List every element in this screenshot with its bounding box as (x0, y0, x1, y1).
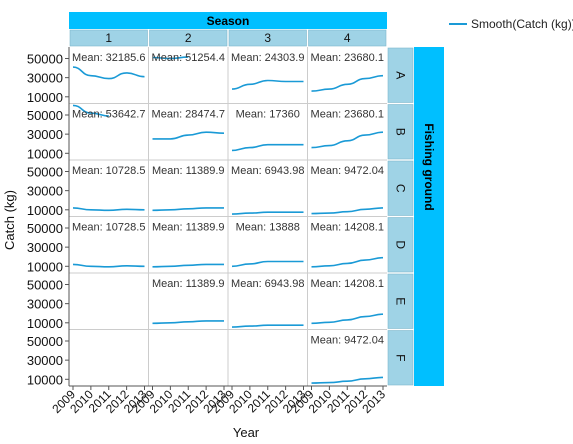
smooth-line-D-1 (72, 263, 145, 268)
y-tick-label: 30000 (27, 353, 63, 368)
y-tick-label: 10000 (27, 203, 63, 218)
ground-label-E: E (394, 297, 408, 305)
mean-label-E-3: Mean: 6943.98 (231, 278, 304, 290)
smooth-line-E-4 (311, 313, 384, 325)
season-label-2: 2 (185, 31, 192, 45)
ground-label-A: A (394, 71, 408, 79)
mean-label-D-4: Mean: 14208.1 (311, 222, 384, 234)
smooth-line-C-3 (231, 211, 304, 215)
mean-label-C-1: Mean: 10728.5 (72, 165, 145, 177)
x-axis-title: Year (233, 425, 260, 440)
legend-label: Smooth(Catch (kg)) (471, 16, 573, 31)
season-title-strip (69, 12, 387, 29)
y-tick-label: 50000 (27, 277, 63, 292)
smooth-line-D-4 (311, 256, 384, 268)
ground-label-C: C (394, 184, 408, 193)
season-strip-3 (228, 29, 307, 47)
y-tick-label: 50000 (27, 221, 63, 236)
mean-label-C-4: Mean: 9472.04 (311, 165, 384, 177)
mean-label-E-4: Mean: 14208.1 (311, 278, 384, 290)
legend-line-swatch (449, 22, 467, 25)
smooth-line-B-1 (72, 104, 109, 117)
y-tick-label: 50000 (27, 334, 63, 349)
smooth-line-D-2 (152, 263, 224, 268)
mean-label-B-2: Mean: 28474.7 (152, 109, 225, 121)
y-tick-label: 30000 (27, 184, 63, 199)
season-strip-1 (69, 29, 148, 47)
smooth-line-E-3 (231, 324, 304, 328)
smooth-line-A-1 (72, 66, 145, 80)
ground-label-F: F (394, 354, 408, 361)
mean-label-A-2: Mean: 51254.4 (152, 52, 225, 64)
season-title: Season (207, 14, 250, 28)
ground-strip-B (387, 104, 414, 160)
mean-label-E-2: Mean: 11389.9 (152, 278, 225, 290)
ground-strip-A (387, 47, 414, 103)
smooth-line-C-4 (311, 207, 384, 215)
y-tick-label: 30000 (27, 127, 63, 142)
season-strip-2 (149, 29, 228, 47)
mean-label-A-3: Mean: 24303.9 (231, 52, 304, 64)
y-tick-label: 10000 (27, 90, 63, 105)
y-tick-label: 30000 (27, 297, 63, 312)
y-tick-label: 50000 (27, 164, 63, 179)
y-tick-label: 50000 (27, 108, 63, 123)
fishing-ground-title: Fishing ground (422, 123, 436, 210)
smooth-line-F-4 (311, 376, 384, 384)
mean-label-D-2: Mean: 11389.9 (152, 222, 225, 234)
ground-strip-E (387, 273, 414, 329)
mean-label-C-2: Mean: 11389.9 (152, 165, 225, 177)
mean-label-B-1: Mean: 53642.7 (72, 109, 145, 121)
fishing-ground-title-strip (414, 47, 444, 386)
ground-strip-F (387, 330, 414, 386)
ground-label-D: D (394, 240, 408, 249)
smooth-line-A-3 (231, 79, 304, 90)
mean-label-C-3: Mean: 6943.98 (231, 165, 304, 177)
mean-label-A-1: Mean: 32185.6 (72, 52, 145, 64)
y-tick-label: 50000 (27, 51, 63, 66)
y-tick-label: 10000 (27, 316, 63, 331)
ground-strip-C (387, 160, 414, 216)
smooth-line-C-2 (152, 207, 224, 212)
y-tick-label: 10000 (27, 259, 63, 274)
ground-label-B: B (394, 128, 408, 136)
y-tick-label: 10000 (27, 146, 63, 161)
smooth-line-B-2 (152, 131, 225, 140)
y-tick-label: 10000 (27, 372, 63, 387)
smooth-line-E-2 (152, 320, 224, 325)
y-axis-title: Catch (kg) (2, 190, 17, 250)
smooth-line-A-4 (311, 74, 384, 92)
season-label-3: 3 (264, 31, 271, 45)
mean-label-A-4: Mean: 23680.1 (311, 52, 384, 64)
season-label-1: 1 (105, 31, 112, 45)
smooth-line-B-3 (231, 143, 304, 152)
smooth-line-C-1 (72, 207, 145, 212)
season-label-4: 4 (344, 31, 351, 45)
mean-label-B-3: Mean: 17360 (236, 109, 300, 121)
chart-legend: Smooth(Catch (kg)) (449, 16, 573, 31)
y-tick-label: 30000 (27, 240, 63, 255)
mean-label-D-3: Mean: 13888 (236, 222, 300, 234)
season-strip-4 (308, 29, 387, 47)
mean-label-F-4: Mean: 9472.04 (311, 335, 384, 347)
smooth-line-A-2 (152, 56, 189, 60)
ground-strip-D (387, 217, 414, 273)
mean-label-D-1: Mean: 10728.5 (72, 222, 145, 234)
y-tick-label: 30000 (27, 71, 63, 86)
smooth-line-D-3 (231, 260, 304, 268)
mean-label-B-4: Mean: 23680.1 (311, 109, 384, 121)
smooth-line-B-4 (311, 131, 384, 149)
